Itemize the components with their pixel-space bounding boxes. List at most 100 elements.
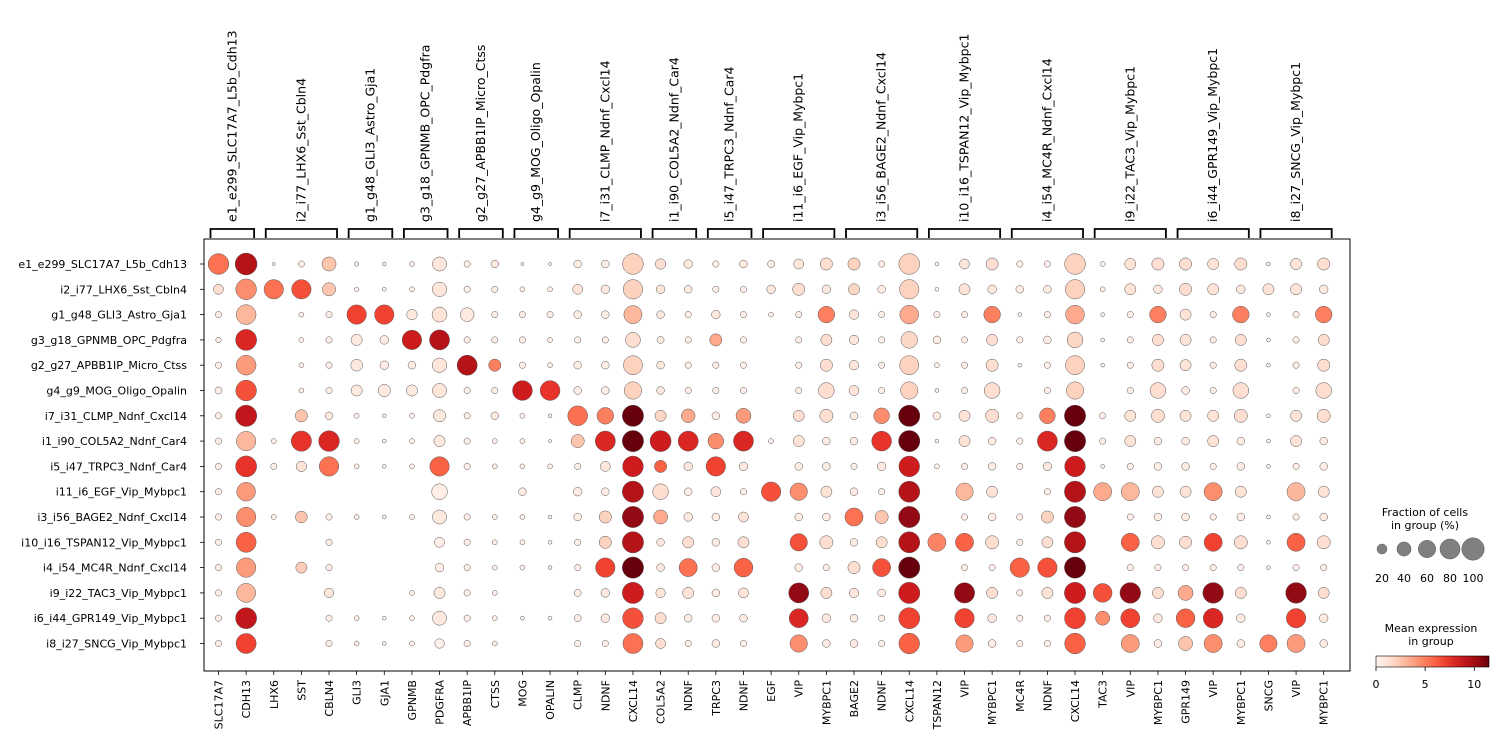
column-label: CTSS [489,680,502,708]
dot-gli3-row8 [353,438,360,444]
column-label: MC4R [1014,680,1027,712]
dot-sst-row8 [291,430,312,452]
dot-vip-row6 [1292,387,1300,394]
column-label: GLI3 [351,680,364,705]
column-label: NDNF [876,680,889,711]
dot-sncg-row2 [1262,283,1275,296]
dot-sncg-row16 [1259,634,1278,653]
dot-slc17a7-row6 [214,386,223,395]
group-label: e1_e299_SLC17A7_L5b_Cdh13 [224,30,239,222]
dot-vip-row10 [789,482,808,501]
dot-mybpc1-row14 [986,587,998,599]
dot-col5a2-row16 [655,638,666,649]
dot-ndnf-row7 [873,407,890,424]
dot-mog-row12 [519,539,526,546]
dot-mybpc1-row7 [1151,408,1165,423]
dot-gpnmb-row15 [409,615,415,621]
dot-vip-row6 [795,387,803,394]
dot-cbln4-row7 [324,411,334,420]
dot-ndnf-row8 [595,430,616,452]
dot-mog-row13 [519,564,526,571]
dot-mc4r-row4 [1016,336,1024,344]
dot-pdgfra-row2 [432,281,448,297]
dot-col5a2-row14 [655,587,666,598]
dot-clmp-row2 [572,284,583,295]
dot-apbb1ip-row11 [463,513,471,521]
dot-cxcl14-row2 [899,279,920,300]
dot-cxcl14-row12 [622,531,644,554]
dot-vip-row9 [1126,462,1134,470]
dot-apbb1ip-row7 [463,412,471,420]
dot-ndnf-row3 [1043,311,1051,319]
dot-ndnf-row7 [596,407,614,425]
dot-cxcl14-row10 [898,480,921,503]
size-legend-dot [1396,541,1412,557]
dot-clmp-row1 [573,259,582,269]
dot-ndnf-row3 [740,311,747,319]
dot-vip-row7 [1207,409,1220,422]
dot-tac3-row15 [1095,610,1110,626]
dot-col5a2-row1 [655,258,667,270]
dot-mc4r-row16 [1016,640,1024,647]
dot-gja1-row6 [377,384,391,397]
dot-pdgfra-row3 [431,306,448,323]
dot-cxcl14-row9 [622,455,644,477]
dot-ndnf-row11 [598,510,612,524]
dot-clmp-row10 [573,487,583,497]
dot-gpr149-row6 [1181,386,1190,395]
dot-col5a2-row8 [649,430,672,452]
dot-mybpc1-row9 [1153,462,1163,471]
dot-pdgfra-row12 [434,537,445,548]
size-legend-tick: 100 [1463,572,1484,585]
dot-bage2-row7 [849,411,859,420]
dot-tac3-row8 [1099,437,1107,445]
dot-vip-row16 [789,634,808,653]
dot-cxcl14-row8 [622,430,644,452]
dot-mc4r-row9 [1016,462,1024,470]
dot-mybpc1-row5 [1151,358,1165,372]
gene-group-labels: e1_e299_SLC17A7_L5b_Cdh13 i2_i77_LHX6_Sst… [224,30,1303,222]
dot-opalin-row3 [546,311,554,319]
group-label: g1_g48_GLI3_Astro_Gja1 [362,68,377,222]
column-label: VIP [793,680,806,698]
group-bracket [347,228,394,238]
column-label: VIP [1207,680,1220,698]
dot-ndnf-row16 [1043,640,1051,647]
dot-clmp-row6 [573,386,582,395]
dot-gpnmb-row1 [409,261,415,267]
dot-apbb1ip-row5 [456,354,478,376]
dot-opalin-row15 [547,616,553,621]
dot-ndnf-row10 [684,487,693,496]
dot-opalin-row11 [547,514,553,520]
size-legend-dot [1418,540,1436,558]
dot-vip-row13 [1292,564,1300,572]
dot-mybpc1-row2 [821,284,831,294]
dot-pdgfra-row1 [432,256,447,272]
dot-cdh13-row3 [235,304,257,325]
colorbar-tick-label: 0 [1373,678,1380,691]
dot-tspan12-row9 [934,463,940,470]
dot-gpnmb-row3 [406,309,418,321]
dot-ndnf-row1 [1043,260,1051,268]
dot-gpnmb-row2 [409,286,415,293]
dot-apbb1ip-row16 [463,640,471,647]
dot-bage2-row5 [848,360,859,371]
dot-cdh13-row9 [235,455,257,478]
dot-gli3-row4 [350,334,363,346]
dot-gpnmb-row5 [407,361,417,370]
dot-mc4r-row12 [1016,538,1024,546]
dot-mc4r-row2 [1015,285,1024,294]
dot-cbln4-row16 [325,640,333,647]
dot-ctss-row2 [491,285,499,293]
dot-ndnf-row16 [601,640,609,647]
group-bracket [513,228,559,238]
dot-cxcl14-row9 [898,455,920,477]
dot-vip-row9 [1292,462,1300,470]
dot-pdgfra-row16 [434,638,445,649]
dot-vip-row14 [954,582,975,604]
row-label: i5_i47_TRPC3_Ndnf_Car4 [50,460,187,473]
dot-vip-row15 [788,608,809,628]
dot-ctss-row13 [492,564,498,571]
dot-mybpc1-row8 [1153,436,1163,446]
column-label: CXCL14 [627,680,640,722]
